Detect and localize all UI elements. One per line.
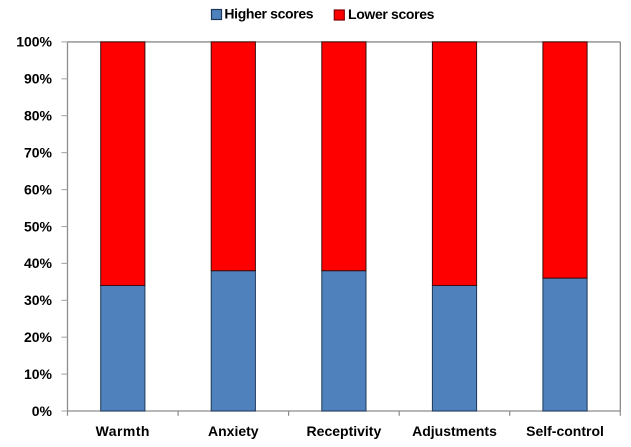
- svg-text:Adjustments: Adjustments: [412, 423, 497, 439]
- svg-text:20%: 20%: [24, 329, 53, 345]
- svg-text:Warmth: Warmth: [96, 423, 150, 439]
- svg-text:100%: 100%: [16, 34, 52, 50]
- svg-text:70%: 70%: [24, 144, 53, 160]
- svg-text:Higher scores: Higher scores: [224, 6, 313, 22]
- svg-text:40%: 40%: [24, 255, 53, 271]
- svg-text:10%: 10%: [24, 366, 53, 382]
- svg-text:30%: 30%: [24, 292, 53, 308]
- svg-text:50%: 50%: [24, 218, 53, 234]
- svg-text:0%: 0%: [32, 403, 53, 419]
- svg-text:Self-control: Self-control: [526, 423, 604, 439]
- svg-text:Anxiety: Anxiety: [208, 423, 259, 439]
- svg-text:Receptivity: Receptivity: [307, 423, 382, 439]
- svg-text:80%: 80%: [24, 108, 53, 124]
- svg-text:60%: 60%: [24, 181, 53, 197]
- svg-text:Lower scores: Lower scores: [348, 6, 435, 22]
- svg-text:90%: 90%: [24, 71, 53, 87]
